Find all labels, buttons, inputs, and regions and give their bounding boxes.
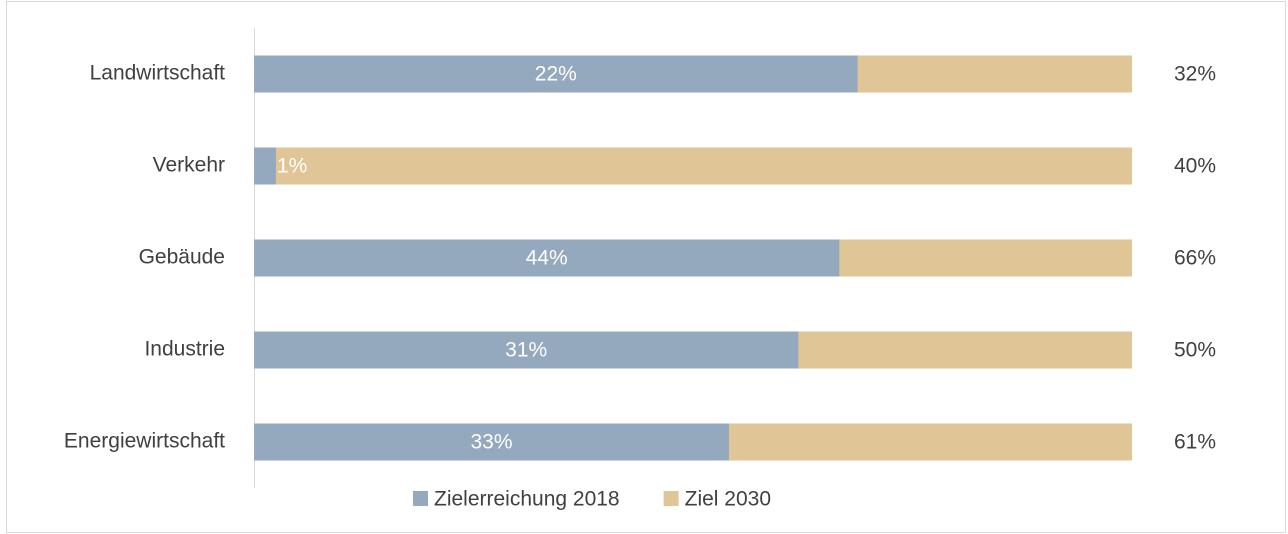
data-label: 32%	[1174, 63, 1216, 86]
achieved-bar	[254, 147, 276, 185]
data-label: 66%	[1174, 247, 1216, 270]
data-label: 1%	[277, 155, 307, 178]
chart-border	[6, 1, 1286, 533]
legend-label: Zielerreichung 2018	[434, 488, 620, 511]
data-label: 31%	[505, 339, 547, 362]
achieved-bar	[254, 55, 858, 93]
achieved-bar	[254, 239, 840, 277]
y-tick-label: Energiewirtschaft	[64, 430, 225, 453]
data-label: 44%	[526, 247, 568, 270]
legend-swatch	[663, 491, 679, 506]
y-tick-label: Industrie	[144, 338, 225, 361]
data-label: 50%	[1174, 339, 1216, 362]
y-tick-label: Gebäude	[139, 246, 225, 269]
y-tick-label: Verkehr	[153, 154, 225, 177]
legend-swatch	[413, 491, 428, 506]
achieved-bar	[254, 331, 799, 369]
data-label: 40%	[1174, 155, 1216, 178]
legend-label: Ziel 2030	[685, 488, 771, 511]
data-label: 61%	[1174, 431, 1216, 454]
data-label: 33%	[470, 431, 512, 454]
target-bar	[254, 147, 1132, 185]
data-label: 22%	[535, 63, 577, 86]
achieved-bar	[254, 423, 729, 461]
y-tick-label: Landwirtschaft	[90, 62, 226, 85]
